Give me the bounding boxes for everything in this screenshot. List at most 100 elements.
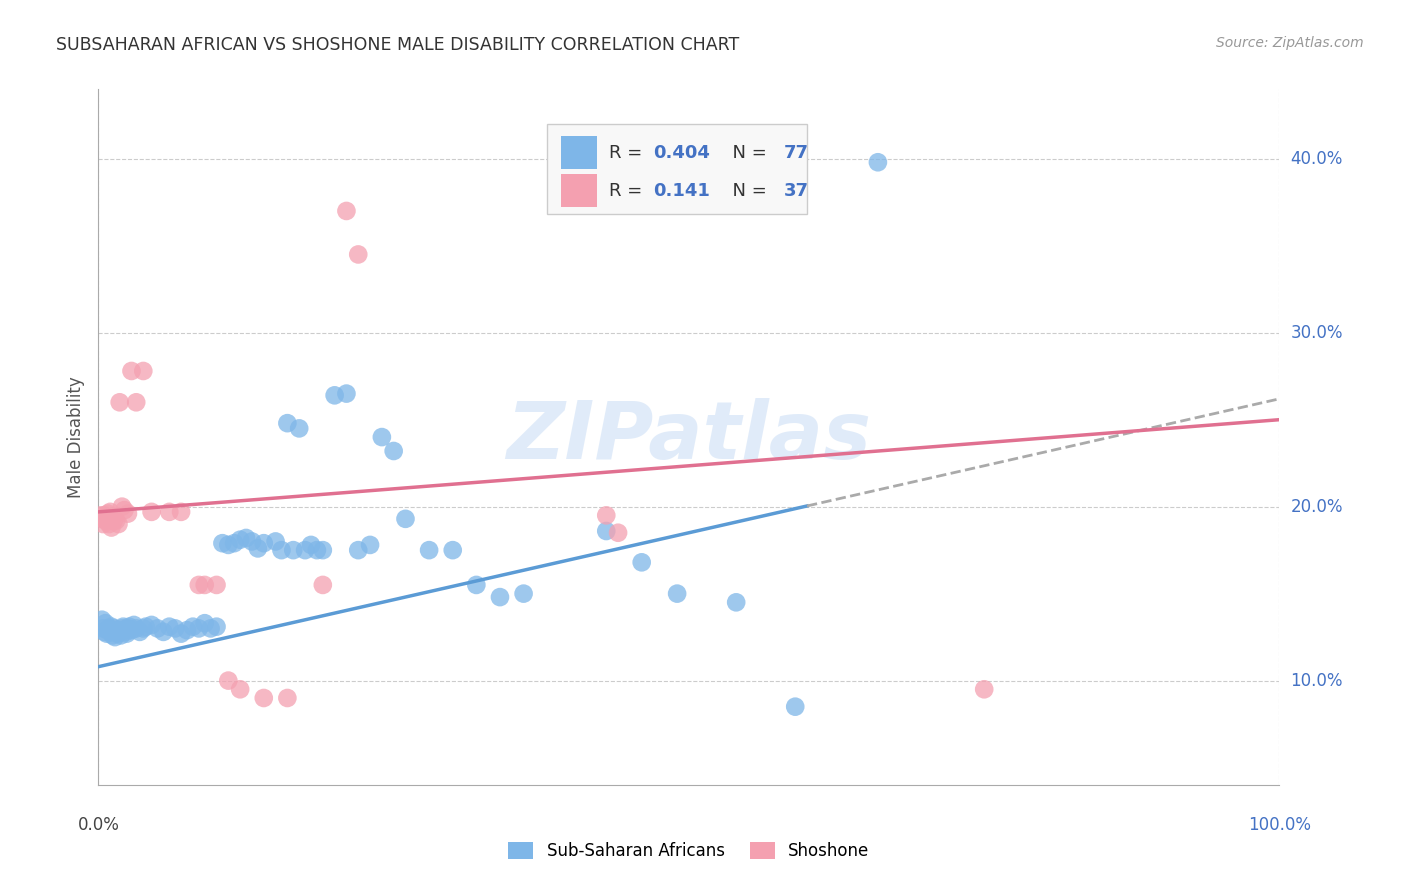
Point	[276, 690, 298, 705]
Point	[98, 505, 121, 519]
Point	[132, 364, 155, 378]
Point	[217, 673, 239, 688]
Point	[94, 616, 117, 631]
Point	[489, 590, 512, 604]
Point	[112, 620, 135, 634]
Text: 20.0%: 20.0%	[1291, 498, 1343, 516]
Text: 10.0%: 10.0%	[1291, 672, 1343, 690]
Point	[125, 395, 148, 409]
Point	[194, 616, 217, 631]
FancyBboxPatch shape	[561, 136, 596, 169]
Point	[121, 364, 143, 378]
Point	[217, 538, 239, 552]
Point	[101, 628, 124, 642]
Point	[107, 623, 129, 637]
Point	[283, 543, 305, 558]
Point	[187, 578, 209, 592]
Point	[125, 621, 148, 635]
Text: Source: ZipAtlas.com: Source: ZipAtlas.com	[1216, 36, 1364, 50]
Point	[187, 621, 209, 635]
Text: N =: N =	[721, 144, 772, 161]
Point	[91, 613, 114, 627]
Point	[152, 624, 174, 639]
Point	[105, 626, 128, 640]
Point	[103, 514, 125, 528]
Text: 77: 77	[783, 144, 808, 161]
Point	[264, 534, 287, 549]
Point	[117, 621, 139, 635]
Text: ZIPatlas: ZIPatlas	[506, 398, 872, 476]
Point	[98, 624, 121, 639]
Point	[465, 578, 488, 592]
Point	[253, 690, 276, 705]
Text: 0.404: 0.404	[654, 144, 710, 161]
Point	[121, 623, 143, 637]
Point	[101, 510, 124, 524]
Point	[512, 587, 534, 601]
Point	[96, 512, 118, 526]
Point	[595, 508, 617, 523]
Point	[110, 628, 132, 642]
Point	[335, 386, 357, 401]
Text: 0.0%: 0.0%	[77, 815, 120, 833]
Point	[371, 430, 394, 444]
Point	[312, 543, 335, 558]
Point	[294, 543, 316, 558]
Point	[253, 536, 276, 550]
Point	[394, 512, 416, 526]
Point	[176, 623, 198, 637]
Point	[229, 533, 252, 547]
Point	[224, 536, 246, 550]
Point	[595, 524, 617, 538]
Point	[107, 516, 129, 531]
Point	[866, 155, 889, 169]
Point	[111, 500, 134, 514]
Point	[103, 621, 125, 635]
Point	[973, 682, 995, 697]
Point	[122, 618, 145, 632]
Point	[108, 395, 131, 409]
Point	[94, 514, 117, 528]
Point	[181, 620, 204, 634]
Point	[312, 578, 335, 592]
Point	[165, 621, 187, 635]
Point	[299, 538, 322, 552]
Point	[170, 505, 193, 519]
Point	[98, 516, 121, 531]
FancyBboxPatch shape	[561, 174, 596, 208]
Point	[347, 543, 370, 558]
Point	[359, 538, 381, 552]
Point	[100, 520, 122, 534]
Point	[90, 508, 112, 523]
Point	[630, 555, 652, 569]
Point	[105, 624, 128, 639]
Point	[104, 630, 127, 644]
Point	[607, 525, 630, 540]
Point	[211, 536, 233, 550]
Point	[382, 444, 405, 458]
Point	[240, 534, 263, 549]
Point	[112, 503, 135, 517]
Point	[93, 508, 115, 523]
Point	[132, 621, 155, 635]
Text: R =: R =	[609, 144, 648, 161]
Point	[97, 623, 120, 637]
Point	[93, 624, 115, 639]
Text: 40.0%: 40.0%	[1291, 150, 1343, 168]
Point	[98, 621, 121, 635]
Point	[112, 623, 135, 637]
Point	[91, 621, 114, 635]
Point	[96, 626, 118, 640]
Point	[108, 624, 131, 639]
Text: 100.0%: 100.0%	[1249, 815, 1310, 833]
Point	[118, 620, 141, 634]
Point	[335, 203, 357, 218]
Point	[97, 507, 120, 521]
Point	[115, 626, 138, 640]
Point	[146, 621, 169, 635]
Legend: Sub-Saharan Africans, Shoshone: Sub-Saharan Africans, Shoshone	[502, 836, 876, 867]
Point	[111, 621, 134, 635]
Point	[246, 541, 269, 556]
Point	[157, 505, 180, 519]
Point	[270, 543, 292, 558]
